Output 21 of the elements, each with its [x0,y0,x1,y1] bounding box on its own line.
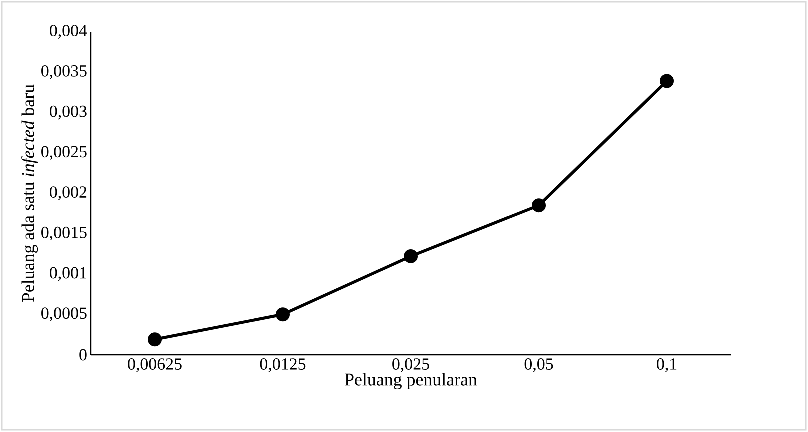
y-tick-label: 0,004 [50,25,88,39]
point [532,198,546,213]
y-tick-label: 0,0005 [42,308,87,322]
x-tick-label: 0,025 [392,358,430,372]
y-tick-label: 0,0035 [42,65,87,80]
x-tick-label: 0,0125 [260,358,306,372]
point [404,249,418,264]
y-tick-label: 0,002 [50,186,87,200]
x-tick-label: 0,1 [657,358,677,372]
x-tick-label: 0,00625 [128,358,182,372]
point [148,332,162,347]
y-tick-label: 0,003 [50,106,87,120]
x-axis-title: Peluang penularan [345,373,478,390]
point [276,308,290,322]
x-tick-label: 0,05 [524,358,554,372]
y-tick-label: 0,0015 [42,226,87,241]
y-tick-label: 0 [80,349,87,361]
y-axis-title: Peluang ada satu infected baru [22,84,38,302]
point [660,74,674,88]
y-tick-label: 0,001 [50,267,86,282]
y-tick-label: 0,0025 [42,146,87,160]
